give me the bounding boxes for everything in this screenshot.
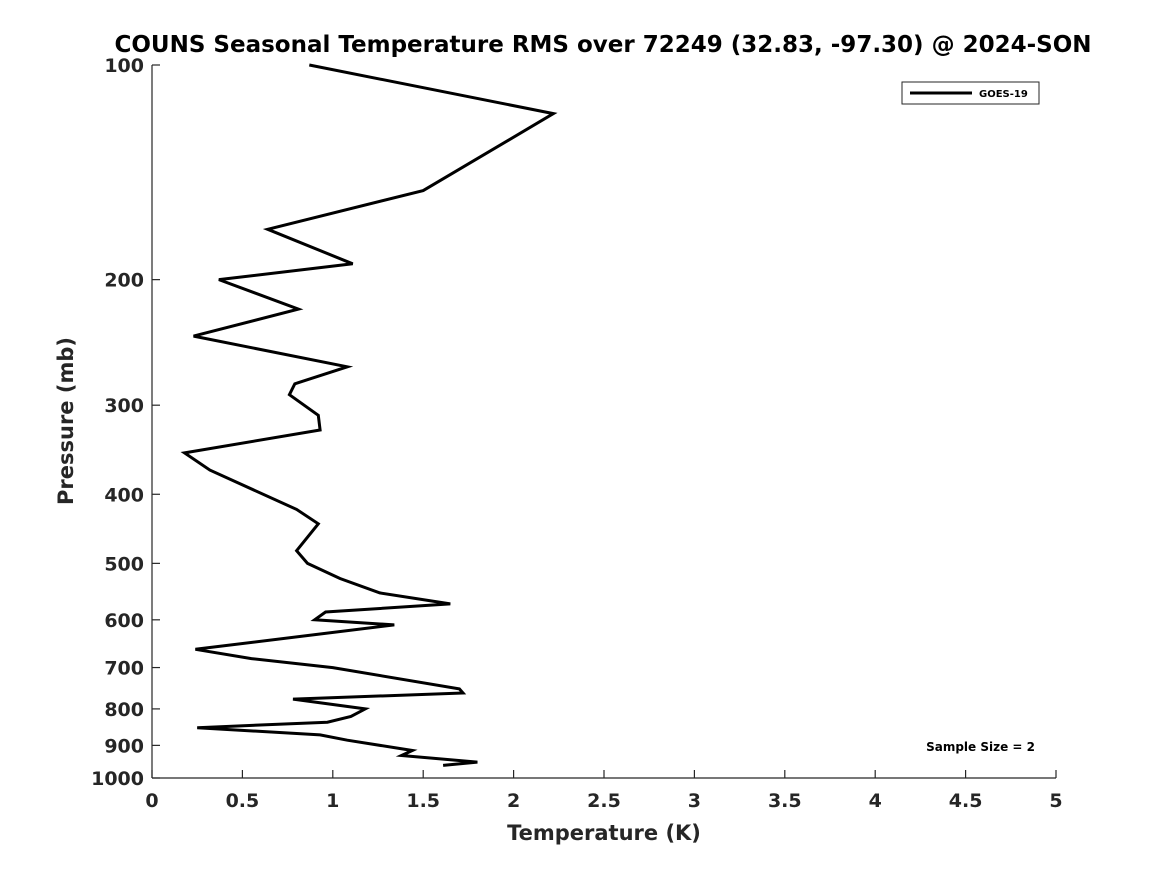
- x-tick-label: 1: [326, 790, 339, 812]
- sample-size-annotation: Sample Size = 2: [926, 740, 1035, 754]
- x-tick-label: 4: [869, 790, 882, 812]
- y-axis-label: Pressure (mb): [54, 337, 78, 505]
- x-tick-label: 3: [688, 790, 701, 812]
- x-tick-label: 0.5: [226, 790, 260, 812]
- x-tick-label: 1.5: [406, 790, 440, 812]
- y-tick-label: 100: [104, 55, 144, 77]
- y-tick-label: 600: [104, 610, 144, 632]
- y-tick-label: 400: [104, 484, 144, 506]
- series-line-goes-19: [180, 63, 558, 767]
- y-tick-label: 200: [104, 270, 144, 292]
- y-tick-label: 300: [104, 395, 144, 417]
- legend: GOES-19: [901, 81, 1040, 105]
- y-tick-label: 800: [104, 699, 144, 721]
- series-layer: [180, 63, 558, 767]
- x-tick-label: 2.5: [587, 790, 621, 812]
- x-ticks: 0 0.5 1 1.5 2 2.5 3 3.5 4 4.5 5: [145, 770, 1063, 812]
- axes: [151, 65, 1056, 779]
- y-tick-label: 1000: [91, 768, 144, 790]
- chart-title: COUNS Seasonal Temperature RMS over 7224…: [114, 32, 1091, 58]
- y-tick-label: 700: [104, 658, 144, 680]
- y-tick-label: 500: [104, 553, 144, 575]
- x-tick-label: 5: [1049, 790, 1062, 812]
- y-ticks: 100 200 300 400 500 600 700 800 900 1000: [91, 55, 160, 790]
- x-tick-label: 3.5: [768, 790, 802, 812]
- y-tick-label: 900: [104, 735, 144, 757]
- x-axis-label: Temperature (K): [507, 821, 701, 845]
- legend-label-goes-19: GOES-19: [979, 89, 1028, 100]
- x-tick-label: 2: [507, 790, 520, 812]
- x-tick-label: 4.5: [949, 790, 983, 812]
- x-tick-label: 0: [145, 790, 158, 812]
